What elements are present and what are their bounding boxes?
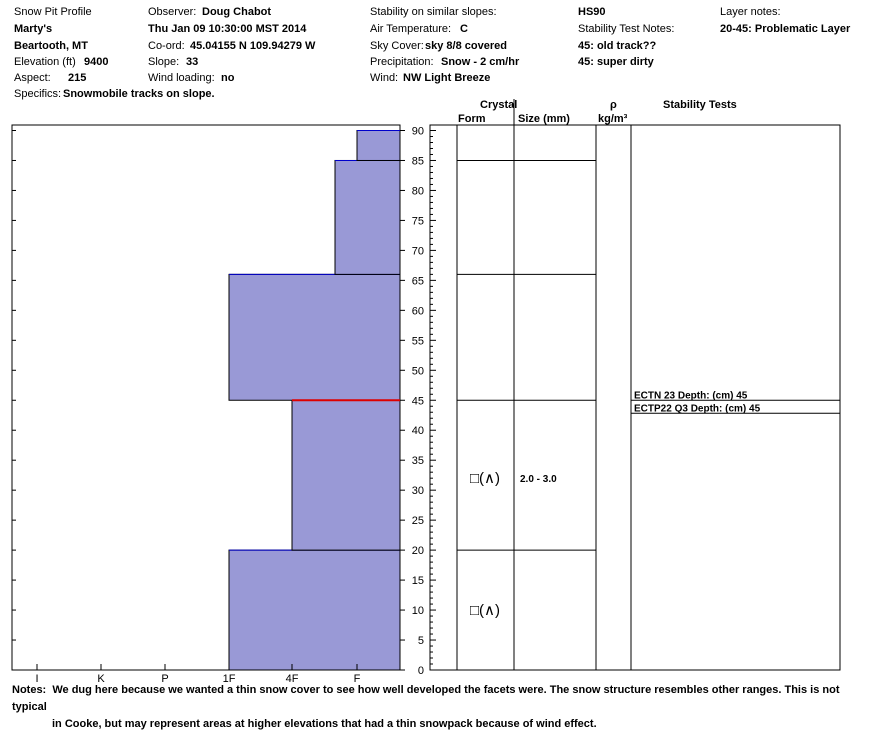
stability-notes-label: Stability Test Notes: [578, 23, 675, 35]
depth-tick-label: 55 [412, 335, 424, 347]
slope-label: Slope: [148, 56, 180, 68]
form-header: Form [458, 113, 486, 125]
notes: Notes: We dug here because we wanted a t… [12, 682, 872, 733]
depth-tick-label: 5 [418, 635, 424, 647]
observer-label: Observer: [148, 6, 197, 18]
hardness-layer-bar [356, 130, 401, 161]
depth-tick-label: 70 [412, 245, 424, 257]
wind-loading-value: no [221, 72, 235, 84]
crystal-header: Crystal [480, 99, 518, 111]
notes-label: Notes: [12, 684, 47, 696]
specifics-value: Snowmobile tracks on slope. [63, 88, 215, 100]
aspect-value: 215 [68, 72, 87, 84]
depth-tick-label: 35 [412, 455, 424, 467]
sky-cover-label: Sky Cover: [370, 40, 424, 52]
layer-note-1: 20-45: Problematic Layer [720, 23, 851, 35]
sky-cover-value: sky 8/8 covered [425, 40, 507, 52]
hardness-layer-bar [291, 399, 401, 551]
hardness-tick-label: I [35, 673, 38, 685]
depth-tick-label: 40 [412, 425, 424, 437]
aspect-label: Aspect: [14, 72, 51, 84]
observer-value: Doug Chabot [202, 6, 272, 18]
depth-tick-label: 85 [412, 155, 424, 167]
depth-tick-label: 90 [412, 126, 424, 138]
crystal-size: 2.0 - 3.0 [520, 474, 557, 485]
notes-text: We dug here because we wanted a thin sno… [12, 684, 840, 713]
location: Marty's [14, 23, 53, 35]
specifics-label: Specifics: [14, 88, 62, 100]
stability-test-label: ECTP22 Q3 Depth: (cm) 45 [634, 403, 761, 414]
coord-value: 45.04155 N 109.94279 W [190, 40, 316, 52]
depth-tick-label: 60 [412, 305, 424, 317]
crystal-form: □(∧) [470, 470, 500, 487]
layer-notes-label: Layer notes: [720, 6, 781, 18]
elevation-value: 9400 [84, 56, 109, 68]
slope-value: 33 [186, 56, 199, 68]
table-frame [429, 124, 841, 671]
precip-value: Snow - 2 cm/hr [441, 56, 520, 68]
stability-tests-header: Stability Tests [663, 99, 737, 111]
hardness-layer-bar [228, 549, 401, 671]
hardness-layer-bar [228, 273, 401, 401]
depth-tick-label: 80 [412, 185, 424, 197]
page-title: Snow Pit Profile [14, 6, 92, 18]
hardness-tick-label: F [354, 673, 361, 685]
hardness-tick-label: 1F [223, 673, 236, 685]
wind-loading-label: Wind loading: [148, 72, 215, 84]
density-header: ρ [610, 99, 617, 111]
snow-height: HS90 [578, 6, 606, 18]
air-temp-value: C [460, 23, 468, 35]
notes-text-2: in Cooke, but may represent areas at hig… [52, 718, 597, 730]
region: Beartooth, MT [14, 40, 88, 52]
depth-tick-label: 30 [412, 485, 424, 497]
depth-tick-label: 15 [412, 575, 424, 587]
depth-tick-label: 50 [412, 365, 424, 377]
hardness-tick-label: 4F [286, 673, 299, 685]
stability-note-1: 45: old track?? [578, 40, 657, 52]
depth-tick-label: 10 [412, 605, 424, 617]
stability-test-label: ECTN 23 Depth: (cm) 45 [634, 390, 748, 401]
size-header: Size (mm) [518, 113, 570, 125]
crystal-form: □(∧) [470, 602, 500, 619]
air-temp-label: Air Temperature: [370, 23, 452, 35]
hardness-tick-label: P [161, 673, 168, 685]
wind-label: Wind: [370, 72, 399, 84]
depth-tick-label: 75 [412, 215, 424, 227]
wind-value: NW Light Breeze [403, 72, 491, 84]
coord-label: Co-ord: [148, 40, 185, 52]
hardness-layer-bar [334, 159, 401, 275]
depth-tick-label: 65 [412, 275, 424, 287]
density-unit: kg/m³ [598, 113, 628, 125]
elevation-label: Elevation (ft) [14, 56, 76, 68]
depth-tick-label: 25 [412, 515, 424, 527]
stability-note-2: 45: super dirty [578, 56, 654, 68]
date-time: Thu Jan 09 10:30:00 MST 2014 [148, 23, 307, 35]
hardness-tick-label: K [97, 673, 105, 685]
depth-tick-label: 0 [418, 665, 424, 677]
precip-label: Precipitation: [370, 56, 434, 68]
depth-tick-label: 45 [412, 395, 424, 407]
depth-tick-label: 20 [412, 545, 424, 557]
stability-similar-label: Stability on similar slopes: [370, 6, 497, 18]
